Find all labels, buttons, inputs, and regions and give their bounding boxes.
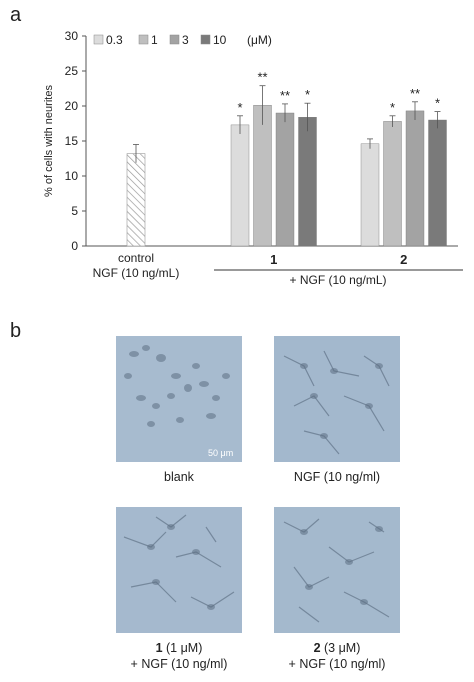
legend-swatch bbox=[138, 34, 149, 45]
micrograph-blank: 50 μm bbox=[116, 336, 242, 462]
caption-compound-1: 1 (1 μM) + NGF (10 ng/ml) bbox=[106, 640, 252, 672]
bar-group-1-series-1 bbox=[253, 105, 272, 247]
caption-compound-1-bold: 1 bbox=[155, 641, 163, 655]
significance-mark: * bbox=[305, 87, 310, 102]
bar-group-1-series-2 bbox=[275, 112, 295, 247]
y-tick-label: 25 bbox=[65, 64, 79, 78]
caption-ngf-text: NGF (10 ng/ml) bbox=[293, 470, 381, 484]
significance-mark: ** bbox=[257, 70, 267, 85]
panel-label-a: a bbox=[10, 4, 22, 26]
caption-compound-1-line1: (1 μM) bbox=[162, 641, 203, 655]
legend-label: 0.3 bbox=[106, 33, 123, 47]
micrograph-ngf bbox=[274, 336, 400, 462]
caption-blank-text: blank bbox=[164, 470, 194, 484]
panel-label-b: b bbox=[10, 320, 22, 342]
bar-group-1-series-3 bbox=[298, 116, 317, 247]
bar-chart: 0 5 10 15 20 25 30 % of cells with neurites 0.3 1… bbox=[43, 29, 463, 287]
y-tick-label: 15 bbox=[65, 134, 79, 148]
significance-mark: * bbox=[435, 96, 440, 111]
micrograph-compound-2-image bbox=[274, 507, 400, 633]
y-tick-label: 5 bbox=[71, 204, 78, 218]
y-tick-label: 20 bbox=[65, 99, 79, 113]
micrograph-compound-2 bbox=[274, 507, 400, 633]
legend-label: 1 bbox=[151, 33, 158, 47]
caption-blank: blank bbox=[116, 469, 242, 485]
legend-label: 3 bbox=[182, 33, 189, 47]
bar-group-2-series-2 bbox=[405, 110, 425, 247]
y-axis-label: % of cells with neurites bbox=[43, 85, 55, 197]
legend-swatch bbox=[169, 34, 180, 45]
significance-mark: ** bbox=[410, 86, 420, 101]
micrograph-blank-image bbox=[116, 336, 242, 462]
y-tick-label: 0 bbox=[71, 239, 78, 253]
significance-mark: * bbox=[237, 100, 242, 115]
bar-control bbox=[126, 153, 146, 247]
caption-compound-2-bold: 2 bbox=[313, 641, 321, 655]
legend-swatch bbox=[200, 34, 211, 45]
legend-swatch bbox=[93, 34, 104, 45]
legend-unit: (μM) bbox=[247, 33, 272, 47]
significance-mark: * bbox=[390, 100, 395, 115]
bar-group-2-series-3 bbox=[428, 119, 447, 247]
bar-group-2-series-0 bbox=[360, 143, 380, 247]
caption-compound-2-line2: + NGF (10 ng/ml) bbox=[288, 657, 386, 671]
y-tick-label: 10 bbox=[65, 169, 79, 183]
caption-compound-2: 2 (3 μM) + NGF (10 ng/ml) bbox=[264, 640, 410, 672]
ngf-bracket-label: + NGF (10 ng/mL) bbox=[289, 273, 386, 287]
micrograph-ngf-image bbox=[274, 336, 400, 462]
scale-bar-label: 50 μm bbox=[208, 448, 234, 458]
caption-compound-1-line2: + NGF (10 ng/ml) bbox=[130, 657, 228, 671]
legend-label: 10 bbox=[213, 33, 227, 47]
x-label-control-line1: control bbox=[118, 251, 154, 265]
caption-ngf: NGF (10 ng/ml) bbox=[264, 469, 410, 485]
bar-group-1-series-0 bbox=[230, 124, 250, 247]
x-label-group-1: 1 bbox=[270, 252, 277, 267]
x-label-control-line2: NGF (10 ng/mL) bbox=[93, 266, 180, 280]
x-label-group-2: 2 bbox=[400, 252, 407, 267]
significance-mark: ** bbox=[280, 88, 290, 103]
bar-group-2-series-1 bbox=[383, 121, 402, 247]
micrograph-compound-1 bbox=[116, 507, 242, 633]
micrograph-compound-1-image bbox=[116, 507, 242, 633]
y-tick-label: 30 bbox=[65, 29, 79, 43]
caption-compound-2-line1: (3 μM) bbox=[320, 641, 361, 655]
